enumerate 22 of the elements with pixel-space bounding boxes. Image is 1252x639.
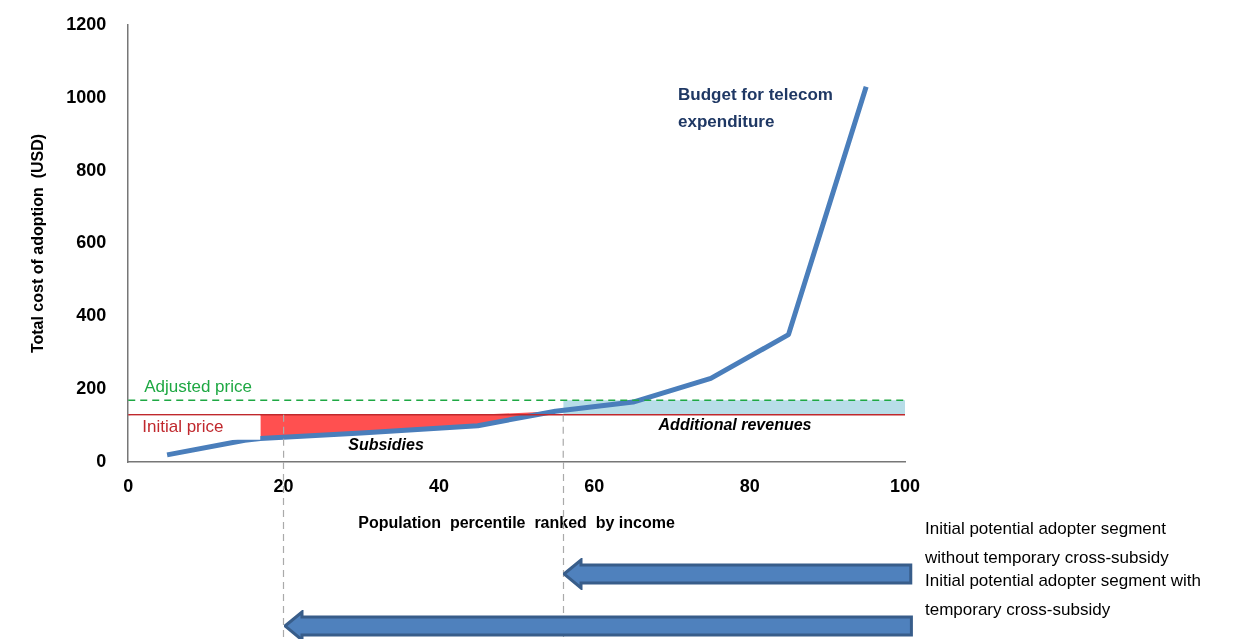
- y-tick-label: 1200: [66, 13, 107, 34]
- x-tick-label: 20: [273, 475, 294, 496]
- ref-line-label: Adjusted price: [144, 377, 252, 397]
- x-tick-label: 100: [889, 475, 921, 496]
- y-tick-label: 0: [96, 451, 107, 472]
- annotation: Additional revenues: [657, 416, 812, 434]
- y-tick-label: 400: [76, 305, 107, 326]
- x-axis-title: Population percentile ranked by income: [358, 513, 675, 531]
- text: Initial potential adopter segment without temporary cross-subsidy: [925, 518, 1170, 569]
- x-tick-label: 80: [739, 475, 760, 496]
- y-axis-title: Total cost of adoption (USD): [29, 133, 47, 354]
- y-tick-label: 1000: [66, 86, 107, 107]
- y-tick-label: 200: [76, 378, 107, 399]
- annotation: Budget for telecom expenditure: [678, 85, 833, 131]
- ref-line-label: Initial price: [142, 417, 224, 436]
- x-tick-label: 0: [123, 475, 134, 496]
- text: Initial potential adopter segment with temporary cross-subsidy: [925, 570, 1202, 621]
- x-tick-label: 60: [584, 475, 605, 496]
- annotation: Subsidies: [348, 436, 424, 454]
- y-tick-label: 800: [76, 159, 107, 180]
- y-tick-label: 600: [76, 232, 107, 253]
- x-tick-label: 40: [428, 475, 449, 496]
